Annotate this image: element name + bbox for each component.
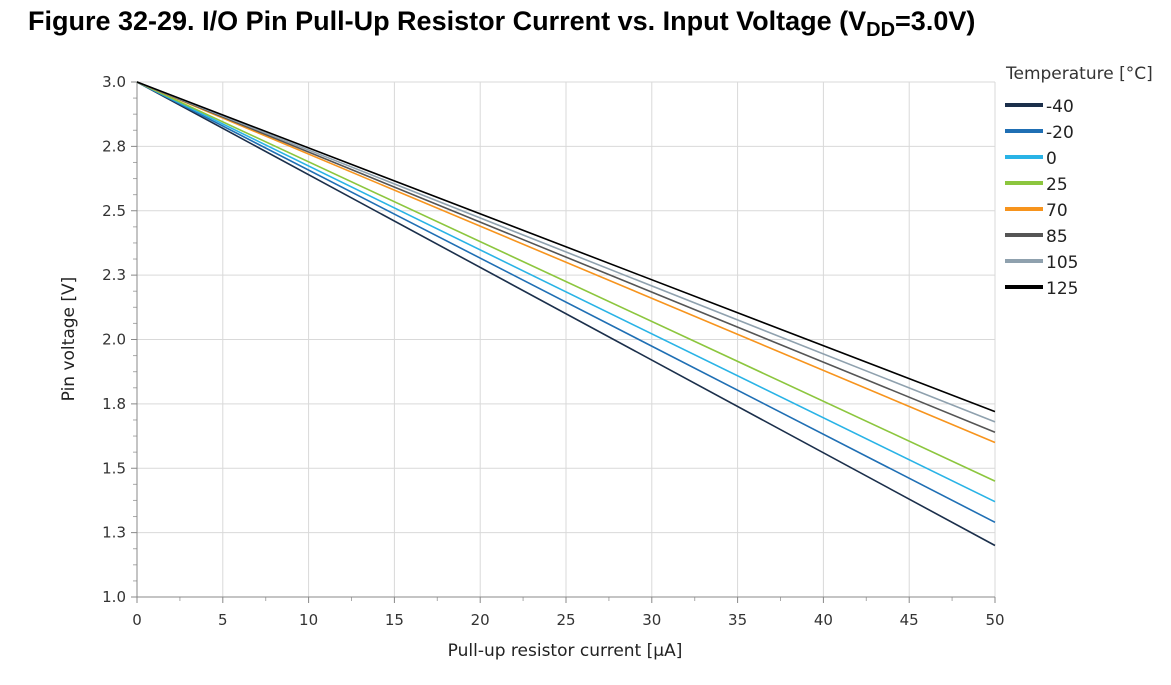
series-line-105	[136, 81, 996, 423]
series-line-0	[136, 81, 996, 503]
x-tick-label: 5	[218, 611, 228, 629]
series-line--20	[136, 81, 996, 524]
y-tick-label: 1.5	[102, 459, 126, 477]
y-tick-label: 1.8	[102, 395, 126, 413]
legend-label--40: -40	[1046, 97, 1074, 117]
y-axis-title: Pin voltage [V]	[59, 277, 79, 402]
legend-label-70: 70	[1046, 201, 1068, 221]
y-tick-label: 1.3	[102, 524, 126, 542]
y-tick-label: 2.3	[102, 266, 126, 284]
legend-label-0: 0	[1046, 149, 1057, 169]
legend-label-125: 125	[1046, 279, 1078, 299]
figure-title-main: Figure 32-29. I/O Pin Pull-Up Resistor C…	[28, 6, 867, 36]
y-tick-label: 1.0	[102, 588, 126, 606]
series-line-85	[136, 81, 996, 433]
series-line-125	[136, 81, 996, 413]
grid	[137, 81, 996, 597]
x-tick-label: 45	[900, 611, 919, 629]
x-axis-title: Pull-up resistor current [µA]	[448, 641, 683, 661]
y-tick-label: 2.5	[102, 202, 126, 220]
x-tick-label: 40	[814, 611, 833, 629]
legend-label-25: 25	[1046, 175, 1068, 195]
axes	[131, 81, 996, 603]
series-line-25	[136, 81, 996, 482]
x-tick-label: 35	[728, 611, 747, 629]
x-tick-label: 15	[385, 611, 404, 629]
legend-label-105: 105	[1046, 253, 1078, 273]
legend-label--20: -20	[1046, 123, 1074, 143]
x-tick-label: 0	[132, 611, 142, 629]
y-tick-label: 2.8	[102, 137, 126, 155]
series-line--40	[136, 81, 996, 547]
figure-title-subscript: DD	[866, 19, 896, 41]
y-tick-label: 3.0	[102, 73, 126, 91]
y-tick-label: 2.0	[102, 331, 126, 349]
tick-labels: 0 5 10 15 20 25 30 35 40 45 50 1.0 1.3 1.5 1.8 2.0 2.3 2.…	[102, 73, 1004, 629]
x-tick-label: 20	[471, 611, 490, 629]
x-tick-label: 50	[985, 611, 1004, 629]
x-tick-label: 25	[556, 611, 575, 629]
series-line-70	[136, 81, 996, 444]
figure-title-suffix: =3.0V)	[895, 6, 976, 36]
legend-title: Temperature [°C]	[1005, 64, 1153, 84]
figure-title: Figure 32-29. I/O Pin Pull-Up Resistor C…	[28, 6, 975, 42]
x-tick-label: 10	[299, 611, 318, 629]
x-tick-label: 30	[642, 611, 661, 629]
legend-label-85: 85	[1046, 227, 1068, 247]
series-lines	[136, 81, 996, 547]
legend: Temperature [°C] -40 -20 0 25 70 85 105 125	[1005, 64, 1153, 299]
